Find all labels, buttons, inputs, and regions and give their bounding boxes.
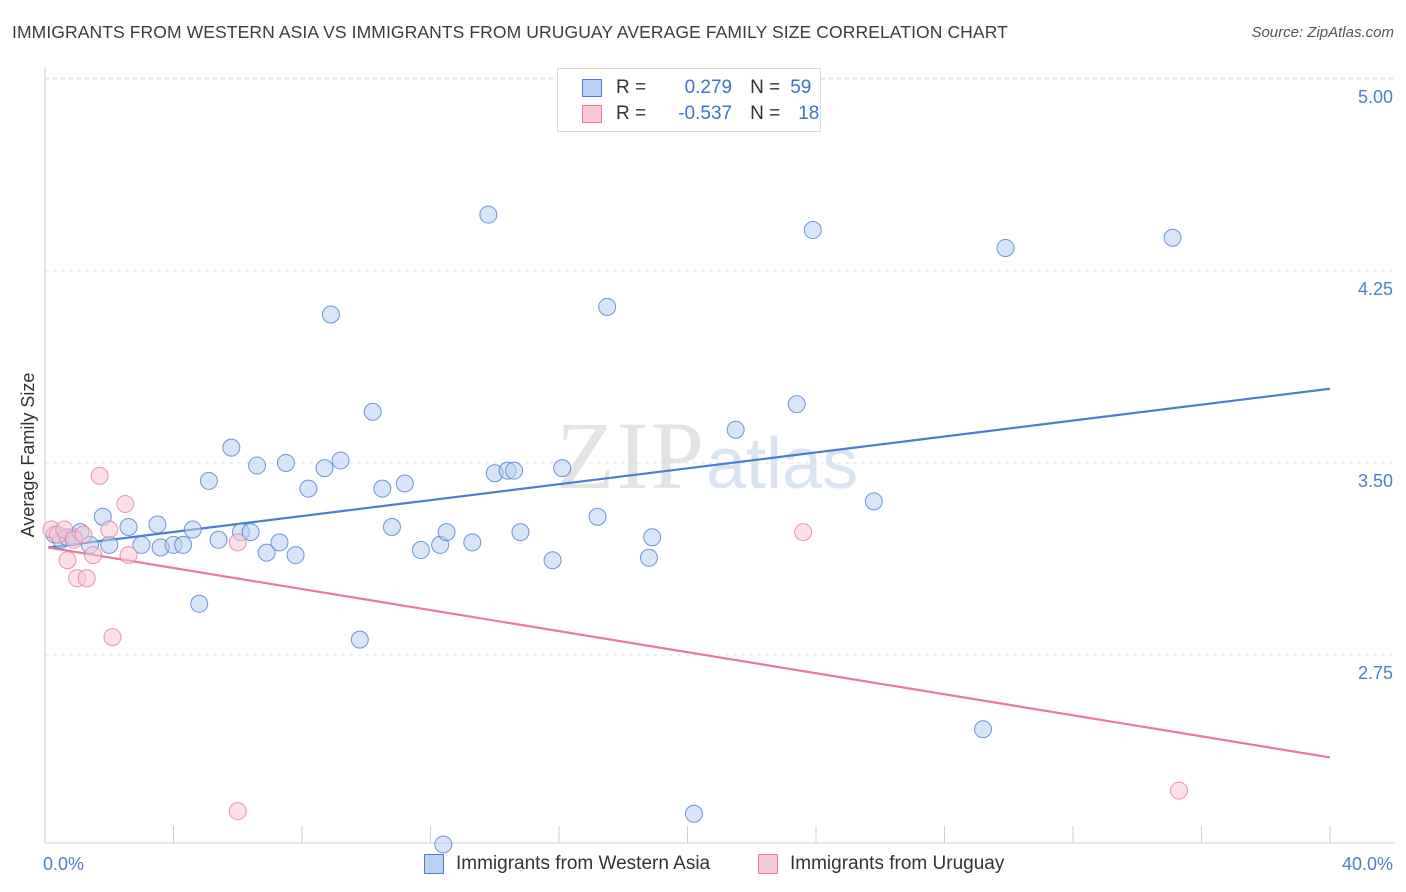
grid-lines bbox=[45, 77, 1395, 656]
legend-swatch-western-asia bbox=[582, 79, 602, 97]
bottom-legend-uruguay[interactable]: Immigrants from Uruguay bbox=[758, 852, 1004, 876]
data-point bbox=[363, 402, 382, 421]
data-point bbox=[321, 305, 340, 324]
data-point bbox=[257, 543, 276, 562]
data-point bbox=[228, 802, 247, 821]
data-point bbox=[174, 535, 193, 554]
data-point bbox=[209, 530, 228, 549]
bottom-legend-western-asia[interactable]: Immigrants from Western Asia bbox=[424, 852, 710, 876]
data-point bbox=[331, 451, 350, 470]
x-tick-label-max: 40.0% bbox=[1342, 854, 1393, 874]
data-point bbox=[100, 520, 119, 539]
legend-r-label: R = bbox=[616, 103, 647, 124]
data-point bbox=[411, 541, 430, 560]
data-point bbox=[974, 720, 993, 739]
data-point bbox=[787, 395, 806, 414]
data-point bbox=[190, 594, 209, 613]
chart-title: IMMIGRANTS FROM WESTERN ASIA VS IMMIGRAN… bbox=[12, 22, 1008, 42]
legend-r-value: -0.537 bbox=[678, 103, 733, 124]
data-point bbox=[199, 471, 218, 490]
data-point bbox=[598, 297, 617, 316]
data-point bbox=[479, 205, 498, 224]
data-point bbox=[463, 533, 482, 552]
data-point bbox=[726, 420, 745, 439]
data-point bbox=[382, 518, 401, 536]
data-point bbox=[241, 523, 260, 542]
data-points bbox=[42, 205, 1189, 854]
bottom-legend-swatch-western-asia bbox=[424, 854, 444, 874]
data-point bbox=[553, 459, 572, 478]
bottom-legend-swatch-uruguay bbox=[758, 854, 778, 874]
data-point bbox=[684, 804, 703, 823]
data-point bbox=[148, 515, 167, 534]
bottom-legend-label-uruguay: Immigrants from Uruguay bbox=[790, 853, 1005, 874]
data-point bbox=[434, 835, 453, 854]
data-point bbox=[276, 454, 295, 472]
data-point bbox=[119, 546, 138, 565]
data-point bbox=[116, 494, 135, 513]
legend-n-value: 18 bbox=[798, 103, 820, 124]
data-point bbox=[505, 461, 524, 480]
data-point bbox=[222, 438, 241, 457]
legend-n-label: N = bbox=[750, 77, 781, 98]
series-western-asia bbox=[45, 205, 1182, 854]
axes bbox=[44, 67, 1395, 844]
data-point bbox=[103, 628, 122, 647]
series-uruguay bbox=[42, 466, 1189, 821]
y-axis-label: Average Family Size bbox=[18, 373, 38, 538]
data-point bbox=[543, 551, 562, 570]
data-point bbox=[794, 523, 813, 542]
data-point bbox=[511, 523, 530, 542]
data-point bbox=[639, 548, 658, 567]
data-point bbox=[315, 459, 334, 478]
data-point bbox=[132, 535, 151, 554]
data-point bbox=[437, 523, 456, 542]
x-tick-label-min: 0.0% bbox=[43, 854, 84, 874]
data-point bbox=[183, 520, 202, 539]
data-point bbox=[643, 528, 662, 547]
source-label[interactable]: Source: ZipAtlas.com bbox=[1251, 24, 1394, 41]
data-point bbox=[1170, 781, 1189, 800]
data-point bbox=[119, 518, 138, 536]
y-tick-labels: 2.75 3.50 4.25 5.00 bbox=[1358, 87, 1393, 683]
x-tick-labels: 0.0% 40.0% bbox=[43, 854, 1393, 874]
data-point bbox=[270, 533, 289, 552]
y-tick-label: 5.00 bbox=[1358, 87, 1393, 107]
data-point bbox=[803, 221, 822, 240]
data-point bbox=[286, 546, 305, 565]
data-point bbox=[864, 492, 883, 511]
bottom-legend-label-western-asia: Immigrants from Western Asia bbox=[456, 853, 711, 874]
data-point bbox=[996, 238, 1015, 257]
data-point bbox=[84, 546, 103, 565]
data-point bbox=[350, 630, 369, 649]
legend-r-label: R = bbox=[616, 77, 647, 98]
y-tick-label: 2.75 bbox=[1358, 663, 1393, 683]
data-point bbox=[1163, 228, 1182, 247]
trend-line-western-asia bbox=[48, 387, 1331, 549]
data-point bbox=[77, 569, 96, 588]
trend-line-uruguay bbox=[48, 546, 1331, 759]
legend-r-value: 0.279 bbox=[684, 77, 733, 98]
data-point bbox=[228, 533, 247, 552]
y-tick-label: 4.25 bbox=[1358, 279, 1393, 299]
data-point bbox=[373, 479, 392, 498]
trend-lines bbox=[48, 387, 1331, 759]
data-point bbox=[100, 535, 119, 554]
legend-n-label: N = bbox=[750, 103, 781, 124]
y-tick-label: 3.50 bbox=[1358, 471, 1393, 491]
legend-row-western-asia: R = 0.279 N = 59 bbox=[582, 76, 811, 100]
legend-n-value: 59 bbox=[790, 77, 812, 98]
data-point bbox=[58, 551, 77, 570]
data-point bbox=[90, 466, 109, 485]
data-point bbox=[248, 456, 267, 475]
data-point bbox=[588, 507, 607, 526]
data-point bbox=[299, 479, 318, 498]
data-point bbox=[74, 525, 93, 544]
data-point bbox=[395, 474, 414, 493]
legend-row-uruguay: R = -0.537 N = 18 bbox=[582, 102, 819, 126]
correlation-legend: R = 0.279 N = 59 R = -0.537 N = 18 bbox=[557, 68, 821, 132]
watermark-zip: ZIP bbox=[556, 402, 706, 509]
legend-swatch-uruguay bbox=[582, 105, 602, 123]
